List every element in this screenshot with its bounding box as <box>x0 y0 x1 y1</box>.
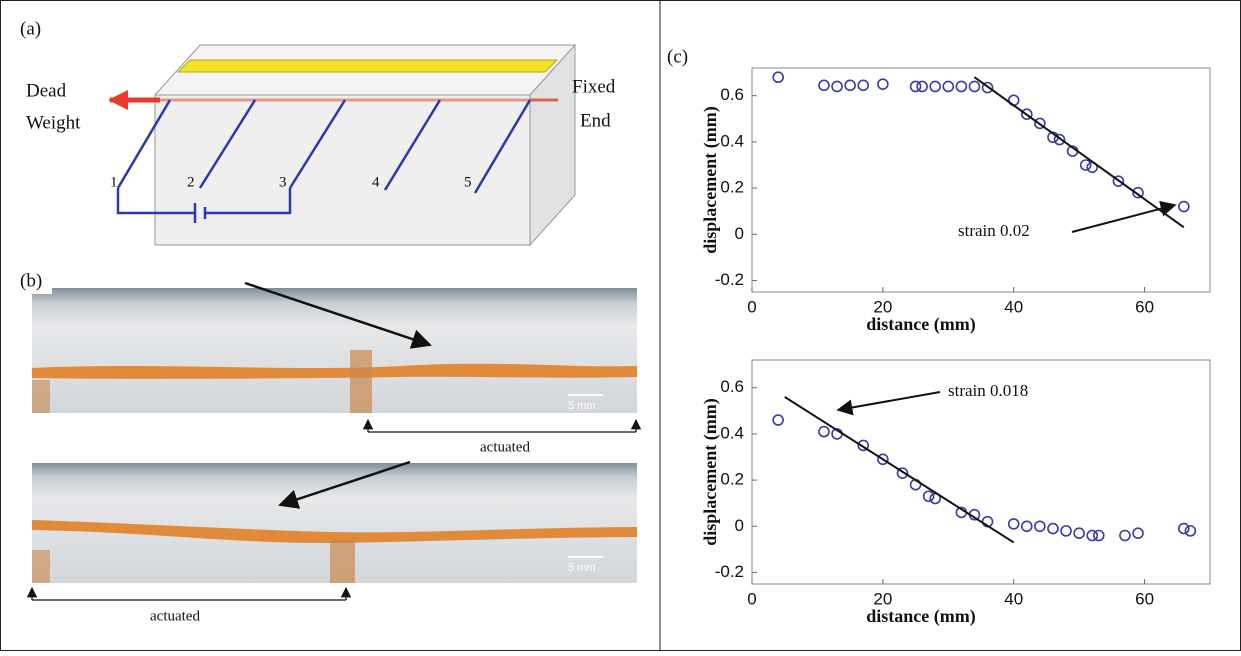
data-point <box>981 81 994 94</box>
caption: actuated <box>480 439 530 455</box>
annotation-arrow <box>836 391 941 416</box>
electrode-label: 5 <box>464 174 472 190</box>
data-point <box>818 425 830 438</box>
panel-a-diagram <box>108 43 577 247</box>
data-point <box>1086 529 1099 542</box>
data-point <box>772 414 784 426</box>
fixed-label: Fixed <box>572 76 616 97</box>
data-point <box>844 79 856 92</box>
scale-bar-label: 5 mm <box>568 562 596 574</box>
photo <box>32 460 637 583</box>
data-point <box>929 80 942 93</box>
y-tick-label: 0 <box>735 516 744 535</box>
data-point <box>1021 520 1033 533</box>
data-point <box>968 80 981 93</box>
x-tick-label: 40 <box>1004 589 1023 608</box>
annotation: strain 0.018 <box>948 381 1028 400</box>
data-point <box>877 78 889 90</box>
y-tick-label: -0.2 <box>715 270 744 289</box>
fit-line <box>784 396 1015 544</box>
y-tick-label: 0.4 <box>720 423 744 442</box>
load-label: Dead <box>26 80 67 101</box>
plot-area <box>751 359 1211 585</box>
data-point <box>857 439 870 452</box>
y-tick-label: 0.2 <box>720 178 744 197</box>
y-tick-label: 0.4 <box>720 131 744 150</box>
data-point <box>1184 525 1197 537</box>
electrode-label: 2 <box>187 174 195 190</box>
y-tick-label: 0.6 <box>720 85 744 104</box>
x-tick-label: 60 <box>1135 589 1154 608</box>
data-point <box>896 467 909 479</box>
data-point <box>1047 522 1059 535</box>
data-point <box>1132 186 1144 199</box>
data-point <box>942 80 955 93</box>
y-axis-title: displacement (mm) <box>700 398 721 545</box>
x-axis-title: distance (mm) <box>866 314 975 335</box>
data-point <box>1092 529 1105 542</box>
data-point <box>818 79 830 92</box>
data-point <box>1034 520 1046 533</box>
y-tick-label: 0.6 <box>720 377 744 396</box>
data-point <box>1007 518 1020 530</box>
annotation-arrow <box>1071 200 1177 233</box>
panel-label: (c) <box>667 46 688 67</box>
data-point <box>877 453 889 466</box>
photo <box>32 281 637 413</box>
data-point <box>1112 175 1125 187</box>
data-point <box>922 490 935 503</box>
electrode-label: 3 <box>279 174 287 190</box>
panel-label: (b) <box>20 270 42 291</box>
data-point <box>1079 159 1092 171</box>
plot-area <box>751 67 1211 293</box>
x-tick-label: 0 <box>747 589 756 608</box>
data-point <box>1021 108 1033 120</box>
x-axis-title: distance (mm) <box>866 606 975 627</box>
data-point <box>1060 525 1072 537</box>
data-point <box>955 80 968 93</box>
data-point <box>1178 200 1190 213</box>
x-tick-label: 20 <box>873 589 892 608</box>
data-point <box>831 80 843 93</box>
y-axis-title: displacement (mm) <box>700 106 721 253</box>
bracket <box>26 418 642 601</box>
y-tick-label: 0 <box>735 224 744 243</box>
data-point <box>1178 522 1190 535</box>
scale-bar-label: 5 mm <box>568 400 596 412</box>
caption: actuated <box>150 608 200 624</box>
electrode-label: 1 <box>110 174 118 190</box>
fit-line <box>973 76 1185 229</box>
x-tick-label: 40 <box>1004 297 1023 316</box>
annotation: strain 0.02 <box>958 221 1030 240</box>
data-point <box>1034 117 1046 130</box>
data-point <box>909 80 922 93</box>
panel-label: (a) <box>20 18 41 39</box>
y-tick-label: -0.2 <box>715 562 744 581</box>
load-label: Weight <box>26 112 81 133</box>
data-point <box>857 79 870 92</box>
data-point <box>1073 527 1085 539</box>
y-tick-label: 0.2 <box>720 470 744 489</box>
data-point <box>1053 133 1066 146</box>
data-point <box>1132 527 1144 539</box>
data-point <box>772 71 784 84</box>
x-tick-label: 60 <box>1135 297 1154 316</box>
electrode-label: 4 <box>372 174 380 190</box>
data-point <box>916 80 928 93</box>
data-point <box>1119 529 1131 542</box>
x-tick-label: 20 <box>873 297 892 316</box>
x-tick-label: 0 <box>747 297 756 316</box>
fixed-label: End <box>580 110 611 131</box>
